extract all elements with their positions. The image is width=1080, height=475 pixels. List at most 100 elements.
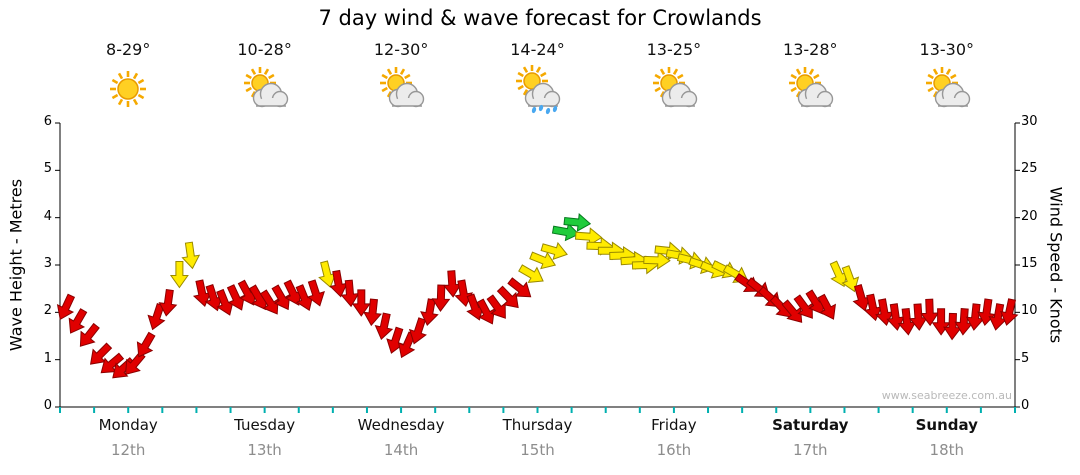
sun-ray xyxy=(245,73,252,80)
wind-arrow xyxy=(781,299,803,323)
sun-ray xyxy=(404,73,411,80)
right-axis-label: Wind Speed - Knots xyxy=(1046,186,1066,344)
wind-speed-tick-label: 15 xyxy=(1021,256,1038,271)
wind-arrow xyxy=(999,298,1019,326)
sun-ray xyxy=(267,73,275,80)
day-name: Monday xyxy=(98,416,158,434)
wind-arrow xyxy=(420,298,439,326)
wind-arrow xyxy=(136,331,156,358)
sun-ray xyxy=(659,68,666,75)
wind-arrow xyxy=(271,284,291,311)
weather-icon-cell xyxy=(60,62,196,118)
sun-ray xyxy=(659,91,666,98)
day-name: Wednesday xyxy=(357,416,445,434)
wind-arrow xyxy=(476,298,495,325)
wind-arrow xyxy=(841,265,860,293)
partly-cloudy-icon xyxy=(925,67,970,108)
wave-height-tick-label: 1 xyxy=(43,350,52,366)
wind-speed-tick-label: 5 xyxy=(1021,350,1030,366)
sun-core xyxy=(523,72,542,90)
sun-core xyxy=(117,78,139,100)
day-name: Sunday xyxy=(915,416,978,434)
day-temp: 13-28° xyxy=(783,40,838,59)
cloud xyxy=(798,82,834,108)
wave-height-tick-label: 2 xyxy=(43,303,52,319)
weather-icon-cell xyxy=(333,62,469,118)
wind-arrow xyxy=(351,289,371,317)
sun-ray xyxy=(796,91,802,98)
day-date: 14th xyxy=(383,441,419,459)
wind-arrow xyxy=(374,312,394,341)
sun-ray xyxy=(523,89,529,96)
sun-ray xyxy=(790,73,798,80)
sun-ray xyxy=(386,91,393,98)
wind-arrow xyxy=(259,289,279,315)
rain-drops xyxy=(532,104,558,115)
day-date: 12th xyxy=(110,441,146,459)
sun-ray xyxy=(672,68,679,75)
wind-arrow xyxy=(540,241,568,261)
sun-ray xyxy=(381,73,389,80)
sun-ray xyxy=(118,72,124,80)
wave-height-tick-label: 5 xyxy=(43,161,52,177)
sun-ray xyxy=(517,84,525,91)
sun-ray xyxy=(250,68,256,75)
sun-ray xyxy=(927,86,934,93)
weather-icon-cell xyxy=(742,62,878,118)
sun-ray xyxy=(813,73,820,80)
weather-icon-cell xyxy=(196,62,332,118)
sun-ray xyxy=(676,73,684,80)
wind-arrow xyxy=(529,251,557,270)
wind-arrow xyxy=(181,241,201,270)
sun-ray xyxy=(399,68,406,75)
cloud xyxy=(661,82,698,108)
day-date: 17th xyxy=(793,441,828,459)
sun-ray xyxy=(523,66,529,73)
wave-height-tick-label: 4 xyxy=(43,208,52,224)
day-date: 13th xyxy=(247,441,282,459)
axis-frame xyxy=(59,123,1016,408)
day-date: 18th xyxy=(929,441,965,459)
partly-cloudy-icon xyxy=(380,67,425,108)
sun-ray xyxy=(927,73,934,80)
wind-arrow xyxy=(79,322,100,347)
sun-ray xyxy=(381,86,389,93)
day-temp: 10-28° xyxy=(237,40,292,59)
cloud xyxy=(252,82,288,108)
wind-speed-tick-label: 25 xyxy=(1021,161,1038,177)
wind-arrow xyxy=(817,293,836,320)
wind-arrow xyxy=(507,277,532,298)
day-name: Tuesday xyxy=(234,416,296,434)
wind-arrow xyxy=(793,294,813,319)
sunny-icon xyxy=(110,71,147,107)
wind-speed-tick-label: 10 xyxy=(1021,303,1038,319)
wind-arrow xyxy=(306,279,325,307)
wind-arrow xyxy=(169,261,189,289)
wind-arrow xyxy=(496,285,519,309)
cloud xyxy=(934,82,970,108)
day-name: Saturday xyxy=(772,416,849,434)
wind-arrow xyxy=(56,293,76,321)
weather-icon-cell xyxy=(606,62,742,118)
partly-cloudy-icon xyxy=(652,67,698,108)
weather-icon-cell xyxy=(469,62,605,118)
wind-arrow xyxy=(68,308,88,334)
sun-ray xyxy=(809,68,815,75)
weather-icon-cell xyxy=(879,62,1015,118)
sun-ray xyxy=(111,78,119,85)
wind-arrow xyxy=(518,264,544,283)
sun-ray xyxy=(949,73,957,80)
wave-height-tick-label: 6 xyxy=(43,114,52,129)
sun-ray xyxy=(263,68,269,75)
day-date: 15th xyxy=(520,441,555,459)
sun-ray xyxy=(932,91,938,98)
day-date: 16th xyxy=(656,441,692,459)
day-temp: 8-29° xyxy=(106,40,151,59)
sun-ray xyxy=(536,66,542,73)
wind-arrow xyxy=(158,288,178,317)
sun-ray xyxy=(118,98,124,106)
sun-ray xyxy=(945,68,951,75)
sun-ray xyxy=(137,78,145,85)
left-axis-label: Wave Height - Metres xyxy=(6,178,26,352)
